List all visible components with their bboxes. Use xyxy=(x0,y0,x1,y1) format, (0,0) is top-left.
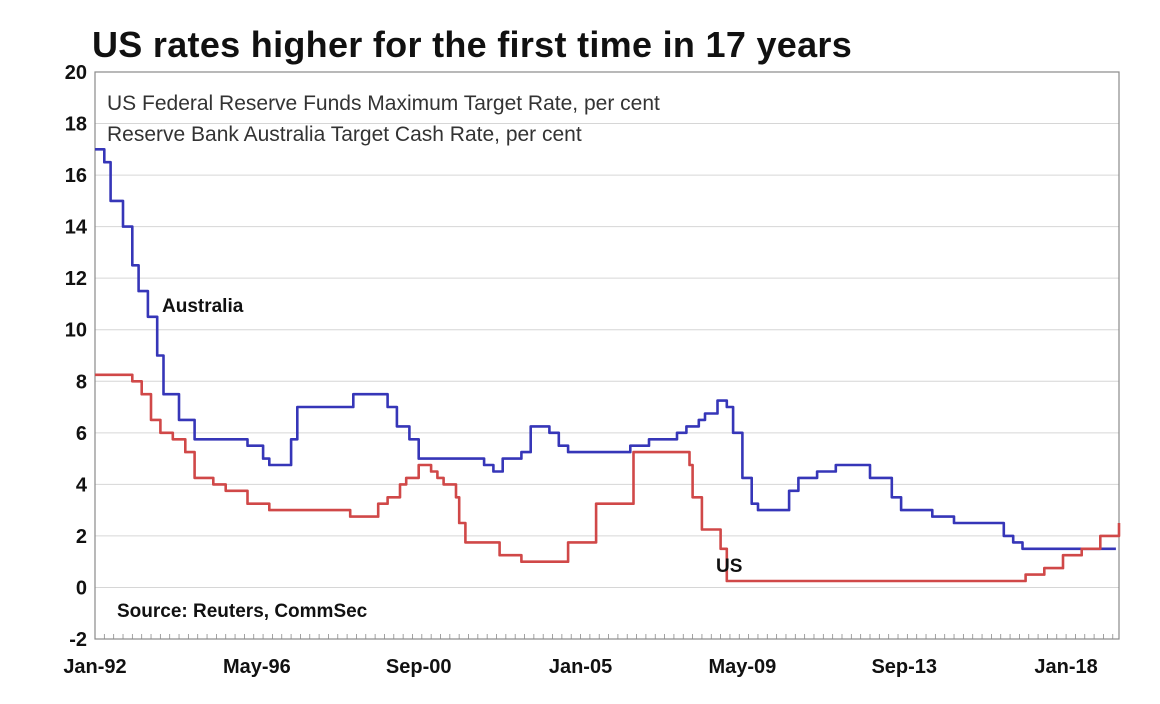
y-tick-label: 10 xyxy=(65,320,87,342)
y-tick-label: 20 xyxy=(65,62,87,84)
australia-series-label: Australia xyxy=(162,296,244,317)
legend-entry-australia: Reserve Bank Australia Target Cash Rate,… xyxy=(107,123,582,146)
x-tick-label: Jan-92 xyxy=(63,656,126,678)
gridlines xyxy=(95,123,1119,588)
x-tick-label: Sep-13 xyxy=(871,656,937,678)
plot-frame xyxy=(94,71,1120,640)
y-tick-label: 14 xyxy=(65,217,88,239)
y-tick-label: 2 xyxy=(76,526,87,548)
x-tick-label: May-96 xyxy=(223,656,291,678)
y-tick-label: 4 xyxy=(76,474,88,496)
chart-text: US Federal Reserve Funds Maximum Target … xyxy=(107,92,742,622)
us-series-label: US xyxy=(716,556,742,577)
series-lines xyxy=(95,148,1121,583)
y-tick-label: -2 xyxy=(69,629,87,651)
series-line-us xyxy=(95,373,1121,583)
x-tick-label: Jan-18 xyxy=(1034,656,1097,678)
y-tick-label: 0 xyxy=(76,577,87,599)
x-tick-label: Jan-05 xyxy=(549,656,612,678)
y-tick-label: 18 xyxy=(65,114,87,136)
series-line-australia xyxy=(95,148,1116,551)
x-tick-label: May-09 xyxy=(708,656,776,678)
y-tick-label: 16 xyxy=(65,165,87,187)
y-tick-label: 8 xyxy=(76,371,87,393)
source-note: Source: Reuters, CommSec xyxy=(117,601,368,622)
chart-title: US rates higher for the first time in 17… xyxy=(92,24,853,65)
axis-ticks: -2 0 2 4 6 8 10 12 14 16 18 20 Jan-92 May-96 Sep-00 Jan… xyxy=(63,62,1114,678)
x-tick-label: Sep-00 xyxy=(386,656,452,678)
legend-entry-us: US Federal Reserve Funds Maximum Target … xyxy=(107,92,660,115)
y-tick-label: 12 xyxy=(65,268,87,290)
y-tick-label: 6 xyxy=(76,423,87,445)
